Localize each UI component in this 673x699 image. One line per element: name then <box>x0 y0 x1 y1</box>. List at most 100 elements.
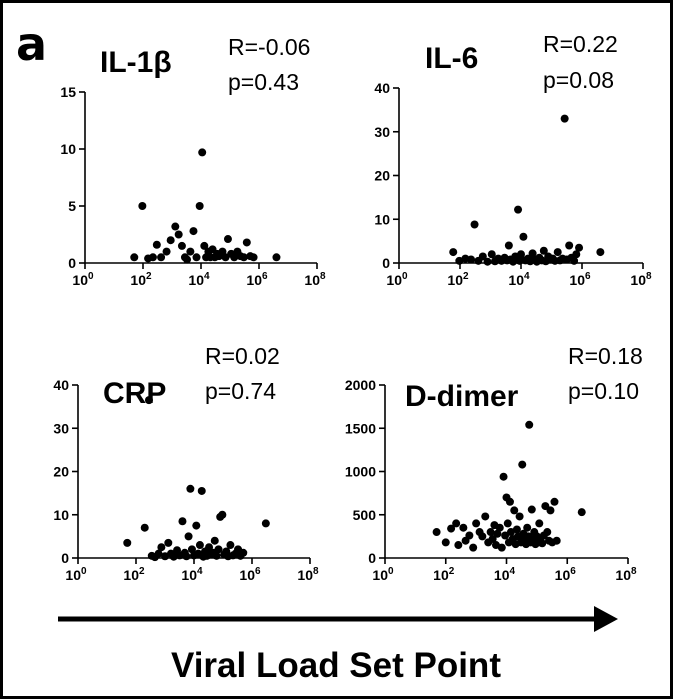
data-point <box>214 545 223 554</box>
stat-p: p=0.43 <box>228 69 299 95</box>
data-point <box>535 519 544 528</box>
data-point <box>505 497 514 506</box>
data-point <box>514 205 523 214</box>
data-point <box>510 506 519 515</box>
data-point <box>488 534 497 543</box>
y-tick-label: 15 <box>60 84 76 100</box>
data-point <box>538 539 547 548</box>
data-point <box>174 230 183 239</box>
data-point <box>449 248 458 257</box>
data-point <box>162 247 171 256</box>
y-tick-label: 0 <box>382 255 390 271</box>
data-point <box>550 497 559 506</box>
data-point <box>452 519 461 528</box>
data-point <box>148 253 157 262</box>
data-point <box>517 250 525 259</box>
data-point <box>518 460 527 469</box>
data-point <box>218 510 227 519</box>
stat-r: R=0.18 <box>568 343 643 369</box>
data-point <box>140 523 149 532</box>
data-point <box>552 536 561 545</box>
data-point <box>261 519 270 528</box>
y-tick-label: 1500 <box>345 420 376 436</box>
x-direction-arrow-head <box>594 606 618 632</box>
data-point <box>154 549 163 558</box>
data-point <box>184 532 193 541</box>
data-point <box>183 255 192 264</box>
data-point <box>493 529 502 538</box>
data-point <box>528 249 537 258</box>
data-point <box>205 543 214 552</box>
data-point <box>157 543 166 552</box>
data-point <box>249 253 258 262</box>
y-tick-label: 30 <box>374 124 390 140</box>
data-point <box>157 253 166 262</box>
data-point <box>472 519 481 528</box>
y-tick-label: 5 <box>68 198 76 214</box>
y-tick-label: 10 <box>374 211 390 227</box>
data-point <box>575 243 584 252</box>
data-point <box>447 524 456 533</box>
data-point <box>166 236 175 245</box>
y-tick-label: 10 <box>53 507 69 523</box>
data-point <box>212 551 221 560</box>
y-tick-label: 500 <box>353 507 377 523</box>
data-point <box>130 253 139 262</box>
chart-title: D-dimer <box>405 380 519 413</box>
y-tick-label: 0 <box>368 550 376 566</box>
data-point <box>572 250 581 259</box>
data-point <box>178 517 187 526</box>
data-point <box>242 238 251 247</box>
y-tick-label: 20 <box>53 464 69 480</box>
data-point <box>123 538 132 547</box>
data-point <box>565 241 574 250</box>
data-point <box>539 246 548 255</box>
data-point <box>504 241 513 250</box>
data-point <box>192 253 201 262</box>
data-point <box>523 523 532 532</box>
data-point <box>501 531 510 540</box>
data-point <box>210 536 219 545</box>
data-point <box>272 253 281 262</box>
data-point <box>182 552 191 561</box>
data-point <box>596 248 605 257</box>
data-point <box>138 202 147 210</box>
data-point <box>144 396 153 405</box>
x-axis-caption: Viral Load Set Point <box>171 646 501 685</box>
data-point <box>152 240 161 249</box>
y-tick-label: 40 <box>53 377 69 393</box>
data-point <box>226 541 235 550</box>
stat-r: R=-0.06 <box>228 34 310 60</box>
data-point <box>164 538 173 547</box>
data-point <box>553 248 562 257</box>
data-point <box>192 521 201 530</box>
data-point <box>455 256 464 265</box>
data-point <box>465 531 474 540</box>
data-point <box>506 528 515 537</box>
data-point <box>486 528 495 537</box>
data-point <box>481 512 490 521</box>
data-point <box>478 252 487 261</box>
data-point <box>495 523 504 532</box>
stat-r: R=0.22 <box>543 31 618 57</box>
data-point <box>487 250 496 259</box>
data-point <box>432 528 441 537</box>
stat-p: p=0.08 <box>543 67 614 93</box>
data-point <box>570 256 579 265</box>
data-point <box>186 484 195 493</box>
stat-p: p=0.10 <box>568 378 639 404</box>
data-point <box>499 472 508 481</box>
data-point <box>483 257 492 266</box>
data-point <box>239 253 248 262</box>
data-point <box>467 255 476 264</box>
data-point <box>519 232 528 241</box>
y-tick-label: 1000 <box>345 464 376 480</box>
data-point <box>195 541 204 550</box>
data-point <box>459 523 468 532</box>
data-point <box>198 148 207 157</box>
data-point <box>186 247 195 256</box>
